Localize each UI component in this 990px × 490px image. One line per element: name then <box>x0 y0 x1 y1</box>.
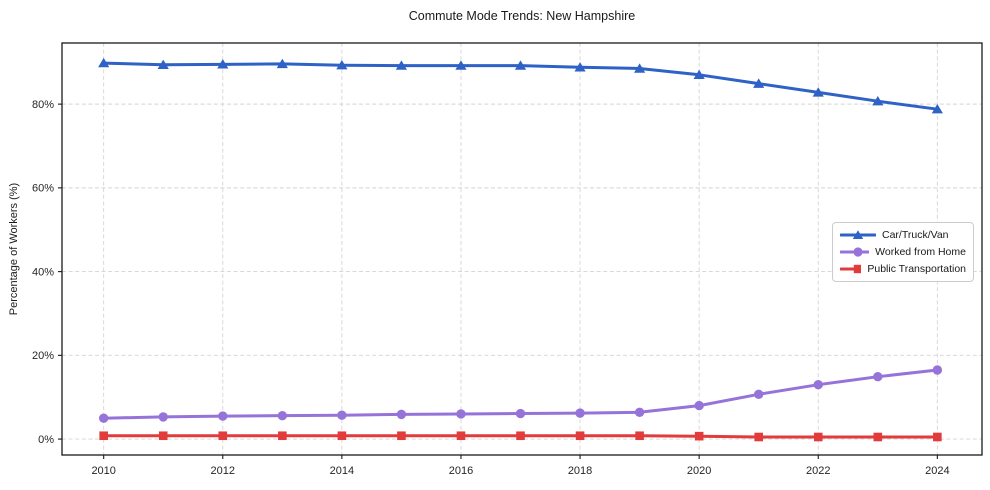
marker-car-truck-van-2013 <box>276 58 288 69</box>
marker-worked-from-home-2016 <box>456 409 466 419</box>
y-tick-label-20: 20% <box>32 350 54 362</box>
marker-worked-from-home-2020 <box>694 400 704 411</box>
marker-car-truck-van-2024 <box>931 103 943 114</box>
marker-worked-from-home-2011 <box>158 412 168 422</box>
legend-square-marker-icon <box>840 264 862 274</box>
marker-public-transportation-2016 <box>456 431 466 441</box>
marker-worked-from-home-2017 <box>515 408 526 419</box>
x-tick-label-2014: 2014 <box>330 465 354 477</box>
x-tick-label-2018: 2018 <box>568 465 592 477</box>
marker-car-truck-van-2010 <box>98 57 110 68</box>
marker-car-truck-van-2017 <box>514 60 527 70</box>
y-tick-label-40: 40% <box>32 266 54 278</box>
marker-car-truck-van-2018 <box>574 62 586 72</box>
x-tick-label-2016: 2016 <box>449 465 473 477</box>
marker-public-transportation-2020 <box>694 431 704 441</box>
marker-public-transportation-2022 <box>813 432 823 442</box>
marker-worked-from-home-2012 <box>218 411 228 421</box>
legend-circle-marker-icon <box>840 247 870 257</box>
marker-worked-from-home-2024 <box>932 365 943 375</box>
marker-worked-from-home-2014 <box>337 410 347 420</box>
marker-car-truck-van-2019 <box>634 63 646 73</box>
legend-item-car-truck-van: Car/Truck/Van <box>840 228 966 242</box>
marker-public-transportation-2017 <box>516 431 525 441</box>
legend: Car/Truck/Van Worked from Home Public Tran… <box>832 222 974 282</box>
marker-car-truck-van-2023 <box>872 95 884 106</box>
marker-worked-from-home-2019 <box>634 407 645 417</box>
legend-item-worked-from-home: Worked from Home <box>840 245 966 259</box>
marker-public-transportation-2013 <box>278 431 287 441</box>
marker-car-truck-van-2011 <box>157 59 169 69</box>
legend-label: Car/Truck/Van <box>882 229 949 241</box>
legend-triangle-marker-icon <box>840 230 876 239</box>
legend-label: Worked from Home <box>875 246 966 258</box>
y-tick-label-60: 60% <box>32 183 54 195</box>
marker-worked-from-home-2015 <box>396 409 407 420</box>
x-tick-label-2010: 2010 <box>91 465 115 477</box>
marker-car-truck-van-2014 <box>336 59 348 70</box>
x-tick-label-2024: 2024 <box>925 465 949 477</box>
marker-car-truck-van-2021 <box>753 78 765 88</box>
marker-public-transportation-2019 <box>635 431 644 441</box>
marker-worked-from-home-2013 <box>277 410 288 421</box>
series-line-car-truck-van <box>102 61 939 111</box>
marker-public-transportation-2023 <box>873 432 883 442</box>
marker-public-transportation-2012 <box>218 431 228 441</box>
marker-public-transportation-2021 <box>754 432 763 442</box>
marker-public-transportation-2010 <box>99 431 108 441</box>
marker-worked-from-home-2021 <box>753 389 764 399</box>
x-tick-label-2020: 2020 <box>687 465 711 477</box>
marker-public-transportation-2014 <box>337 431 347 441</box>
plot-border <box>61 42 983 456</box>
marker-car-truck-van-2020 <box>693 69 705 80</box>
y-tick-label-0: 0% <box>38 434 54 446</box>
marker-car-truck-van-2016 <box>455 60 467 70</box>
x-tick-label-2022: 2022 <box>806 465 830 477</box>
marker-car-truck-van-2012 <box>217 59 229 69</box>
marker-car-truck-van-2015 <box>395 60 408 70</box>
marker-worked-from-home-2023 <box>873 372 883 382</box>
y-tick-label-80: 80% <box>32 99 54 111</box>
legend-item-public-transportation: Public Transportation <box>840 262 966 276</box>
chart-title: Commute Mode Trends: New Hampshire <box>408 9 636 23</box>
marker-worked-from-home-2022 <box>813 379 823 390</box>
marker-car-truck-van-2022 <box>812 87 824 97</box>
marker-public-transportation-2018 <box>575 431 585 441</box>
x-tick-label-2012: 2012 <box>211 465 235 477</box>
marker-public-transportation-2015 <box>397 431 406 441</box>
marker-public-transportation-2011 <box>158 431 168 441</box>
marker-public-transportation-2024 <box>933 432 942 442</box>
marker-worked-from-home-2018 <box>575 408 585 418</box>
marker-worked-from-home-2010 <box>98 413 109 423</box>
legend-label: Public Transportation <box>867 263 966 275</box>
